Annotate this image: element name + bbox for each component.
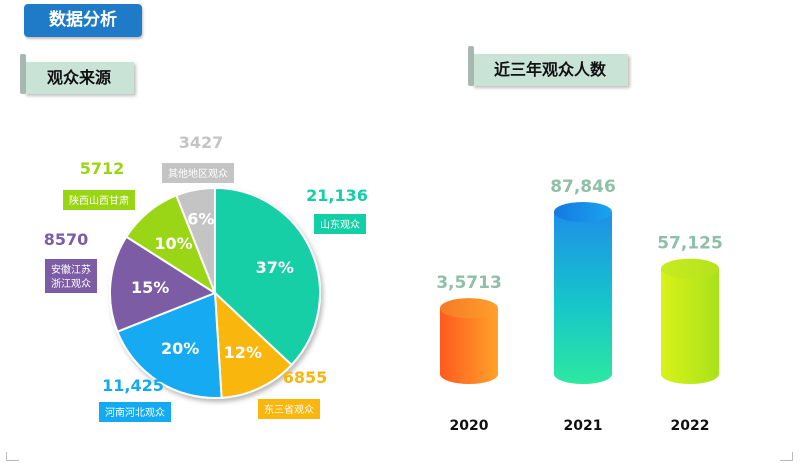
pie-category-box <box>258 399 320 419</box>
corner-mark-bottom-right <box>780 452 793 461</box>
pie-category-label: 陕西山西甘肃 <box>69 194 129 207</box>
pie-category-box <box>314 214 366 234</box>
bar-category-label: 2022 <box>671 418 710 434</box>
pie-value-label: 21,136 <box>306 186 368 205</box>
pie-value-label: 5712 <box>80 159 125 178</box>
pie-category-label: 其他地区观众 <box>168 167 228 180</box>
cylinder-bar-top <box>440 298 498 319</box>
cylinder-bar <box>554 212 612 384</box>
pie-category-box <box>45 259 97 293</box>
pie-percent-label: 10% <box>154 234 192 253</box>
pie-value-label: 3427 <box>179 133 224 152</box>
bar-category-label: 2021 <box>564 418 603 434</box>
pie-percent-label: 6% <box>187 210 214 229</box>
pie-slice <box>116 291 223 399</box>
bar-value-label: 87,846 <box>550 177 616 197</box>
pie-value-label: 8570 <box>44 230 89 249</box>
pie-value-label: 11,425 <box>102 376 164 395</box>
pie-percent-label: 15% <box>131 278 169 297</box>
pie-category-label: 山东观众 <box>320 218 360 231</box>
cylinder-bar-top <box>661 258 719 279</box>
pie-category-box <box>99 402 171 422</box>
pie-slice <box>214 186 321 367</box>
pie-category-box <box>162 163 234 183</box>
pie-section-title: 观众来源 <box>20 54 134 94</box>
pie-category-box <box>63 190 135 210</box>
pie-category-label: 东三省观众 <box>264 403 314 416</box>
bar-section-title: 近三年观众人数 <box>468 46 628 86</box>
cylinder-bar-chart: 3,5713 2020 87,846 2021 57,125 2022 <box>436 177 723 434</box>
cylinder-bar-top <box>554 202 612 222</box>
page-title: 数据分析 <box>24 4 142 37</box>
corner-mark-bottom-left <box>6 452 19 461</box>
pie-category-label: 安徽江苏 <box>51 263 91 276</box>
cylinder-bar <box>440 308 498 384</box>
pie-percent-label: 37% <box>256 258 294 277</box>
pie-slice <box>213 290 293 399</box>
pie-slice <box>175 186 216 294</box>
bar-title-text: 近三年观众人数 <box>493 60 606 79</box>
pie-percent-label: 12% <box>224 343 262 362</box>
pie-chart <box>109 186 321 399</box>
pie-percent-label: 20% <box>161 339 199 358</box>
pie-title-text: 观众来源 <box>46 68 111 87</box>
pie-value-label: 6855 <box>283 368 328 387</box>
pie-category-label: 河南河北观众 <box>105 406 165 419</box>
bar-category-label: 2020 <box>450 418 489 434</box>
pie-category-label: 浙江观众 <box>51 278 91 290</box>
pie-labels: 37% 21,136 山东观众 12% 6855 东三省观众 20% 11,425 河南河北观众… <box>44 133 368 422</box>
bar-value-label: 57,125 <box>657 234 723 254</box>
cylinder-bar <box>661 268 719 384</box>
bar-value-label: 3,5713 <box>436 273 502 293</box>
pie-slice <box>109 235 218 333</box>
